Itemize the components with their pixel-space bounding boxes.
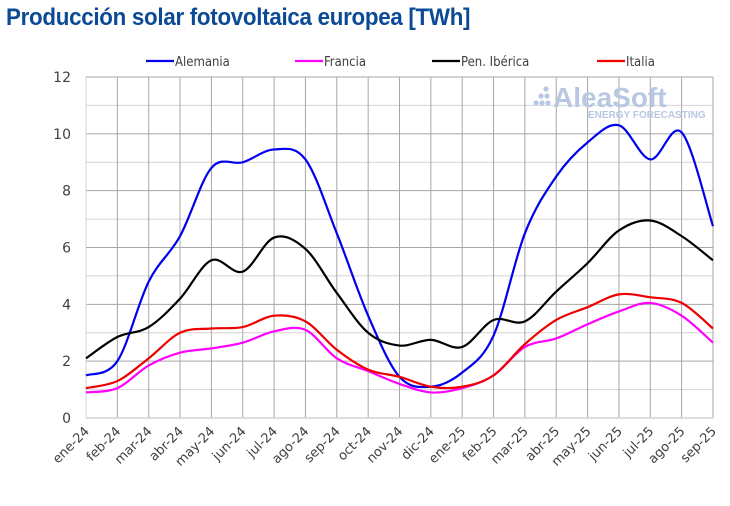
x-tick-label: ene-24 [50, 424, 93, 467]
legend-item-pen-ib-rica: Pen. Ibérica [432, 55, 529, 70]
x-axis: ene-24feb-24mar-24abr-24may-24jun-24jul-… [50, 424, 720, 469]
series-line-pen-ib-rica [85, 219, 714, 360]
y-tick-label: 10 [53, 127, 71, 143]
watermark-brand: AleaSoft [553, 82, 667, 113]
dots-icon [533, 86, 551, 106]
series-lines [85, 123, 715, 394]
legend-label: Francia [324, 55, 366, 70]
x-tick-label: jun-24 [209, 424, 250, 465]
legend: Alemania Francia Pen. Ibérica Italia [146, 55, 655, 70]
y-tick-label: 8 [62, 184, 71, 200]
legend-item-italia: Italia [597, 55, 655, 70]
series-line-francia [85, 301, 714, 394]
gridlines [85, 76, 714, 419]
x-tick-label: sep-24 [302, 424, 344, 466]
y-tick-label: 12 [53, 70, 71, 86]
legend-label: Pen. Ibérica [461, 55, 529, 70]
legend-label: Italia [626, 55, 655, 70]
legend-item-francia: Francia [295, 55, 366, 70]
x-tick-label: jun-25 [585, 424, 626, 465]
series-line-italia [85, 292, 714, 390]
chart-title: Producción solar fotovoltaica europea [T… [6, 4, 471, 31]
y-axis: 0 2 4 6 8 10 12 [53, 70, 71, 427]
y-tick-label: 0 [62, 411, 71, 427]
watermark-tagline: ENERGY FORECASTING [588, 110, 706, 121]
x-tick-label: sep-25 [678, 424, 720, 466]
watermark-logo: AleaSoft ENERGY FORECASTING [533, 82, 706, 121]
y-tick-label: 2 [62, 354, 71, 370]
y-tick-label: 4 [62, 297, 71, 313]
y-tick-label: 6 [62, 241, 71, 257]
legend-label: Alemania [175, 55, 230, 70]
legend-item-alemania: Alemania [146, 55, 230, 70]
